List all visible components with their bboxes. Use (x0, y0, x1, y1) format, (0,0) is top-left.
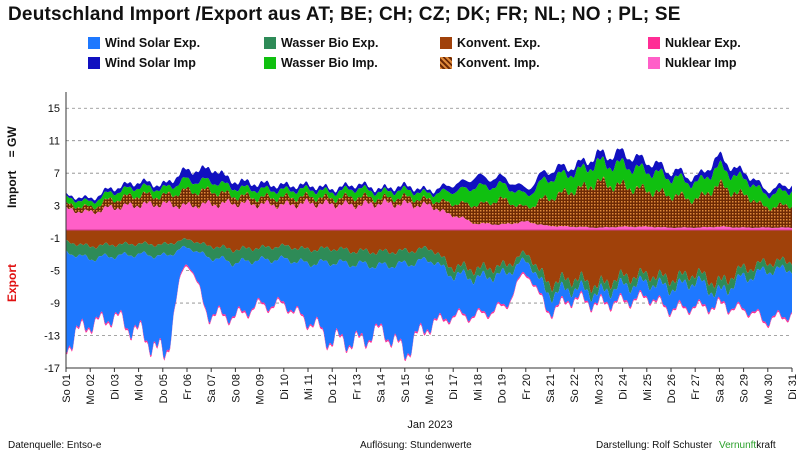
x-tick-label: Di 03 (109, 374, 121, 400)
y-tick-label: -5 (50, 266, 60, 278)
import-area-wind-solar-imp (66, 148, 792, 204)
x-tick-label: Mo 16 (424, 374, 436, 405)
x-tick-label: Di 31 (787, 374, 799, 400)
y-axis-label-export-text: Export (5, 264, 19, 302)
footer-source: Datenquelle: Entso-e (8, 440, 102, 451)
x-tick-label: Fr 27 (690, 374, 702, 400)
chart-title: Deutschland Import /Export aus AT; BE; C… (8, 4, 681, 25)
legend-swatch (264, 37, 276, 49)
legend-swatch (88, 37, 100, 49)
x-tick-label: Do 26 (666, 374, 678, 403)
x-tick-label: Mi 11 (303, 374, 315, 400)
y-tick-label: -9 (50, 298, 60, 310)
legend-swatch (648, 57, 660, 69)
footer-author-text: Darstellung: Rolf Schuster (596, 440, 713, 451)
legend-item-konvent-imp: Konvent. Imp. (440, 56, 540, 70)
legend-label: Wasser Bio Exp. (281, 36, 379, 50)
legend-swatch (648, 37, 660, 49)
legend-label: Nuklear Imp (665, 56, 737, 70)
x-tick-label: Mi 25 (642, 374, 654, 401)
y-tick-label: 15 (48, 103, 60, 115)
legend-item-nuklear-imp: Nuklear Imp (648, 56, 737, 70)
import-area-nuklear-imp (66, 198, 792, 230)
x-tick-label: Sa 07 (206, 374, 218, 403)
brand-rest: kraft (756, 440, 776, 451)
legend-swatch (264, 57, 276, 69)
x-tick-label: So 29 (739, 374, 751, 403)
x-tick-label: Sa 21 (545, 374, 557, 403)
legend-label: Nuklear Exp. (665, 36, 741, 50)
legend-swatch (440, 37, 452, 49)
x-tick-label: Sa 28 (714, 374, 726, 403)
y-tick-label: 11 (49, 136, 60, 148)
x-tick-label: Mi 04 (134, 374, 146, 401)
legend-item-konvent-exp: Konvent. Exp. (440, 36, 540, 50)
import-area-konvent-imp (66, 176, 792, 228)
y-tick-label: 3 (54, 201, 60, 213)
x-tick-label: Di 24 (618, 374, 630, 400)
x-tick-label: Do 12 (327, 374, 339, 403)
legend-swatch (440, 57, 452, 69)
legend-label: Konvent. Imp. (457, 56, 540, 70)
legend-item-wasser-bio-imp: Wasser Bio Imp. (264, 56, 378, 70)
x-tick-label: So 01 (61, 374, 73, 403)
x-tick-label: Di 10 (279, 374, 291, 400)
x-tick-label: Di 17 (448, 374, 460, 400)
x-tick-label: Mo 02 (85, 374, 97, 405)
y-tick-label: -17 (44, 363, 60, 375)
x-tick-label: Fr 20 (521, 374, 533, 400)
y-tick-label: -13 (44, 331, 60, 343)
x-tick-label: Do 05 (158, 374, 170, 403)
y-tick-label: 7 (54, 168, 60, 180)
export-area-konvent-exp (66, 230, 792, 294)
x-tick-label: Mi 18 (472, 374, 484, 401)
x-tick-label: So 08 (230, 374, 242, 403)
x-tick-label: So 22 (569, 374, 581, 403)
y-axis-label-import-text: Import = GW (5, 126, 19, 208)
x-tick-label: Sa 14 (376, 374, 388, 403)
footer-brand: Vernunftkraft (719, 440, 776, 451)
footer-author: Darstellung: Rolf Schuster Vernunftkraft (596, 440, 776, 451)
export-area-wind-solar-exp (66, 245, 792, 360)
brand-green: Vernunft (718, 440, 757, 451)
y-tick-label: -1 (50, 233, 60, 245)
legend-label: Wind Solar Imp (105, 56, 196, 70)
legend-label: Wasser Bio Imp. (281, 56, 378, 70)
series-layer (66, 148, 792, 362)
x-tick-label: Mo 30 (763, 374, 775, 405)
x-tick-label: Fr 06 (182, 374, 194, 400)
footer-resolution: Auflösung: Stundenwerte (360, 440, 472, 451)
x-tick-label: Mo 23 (593, 374, 605, 405)
x-tick-label: Mo 09 (255, 374, 267, 405)
y-axis-label-export: Export (5, 264, 19, 302)
x-axis-label: Jan 2023 (407, 419, 452, 431)
export-area-wasser-bio-exp (66, 238, 792, 304)
x-tick-label: So 15 (400, 374, 412, 403)
legend-item-wind-solar-exp: Wind Solar Exp. (88, 36, 200, 50)
x-tick-label: Do 19 (497, 374, 509, 403)
y-axis-label-import: Import = GW (5, 126, 19, 208)
x-tick-label: Fr 13 (351, 374, 363, 400)
legend-label: Wind Solar Exp. (105, 36, 201, 50)
legend-item-wind-solar-imp: Wind Solar Imp (88, 56, 196, 70)
legend-label: Konvent. Exp. (457, 36, 541, 50)
legend-item-wasser-bio-exp: Wasser Bio Exp. (264, 36, 379, 50)
legend-item-nuklear-exp: Nuklear Exp. (648, 36, 741, 50)
import-area-wasser-bio-imp (66, 156, 792, 211)
legend-swatch (88, 57, 100, 69)
